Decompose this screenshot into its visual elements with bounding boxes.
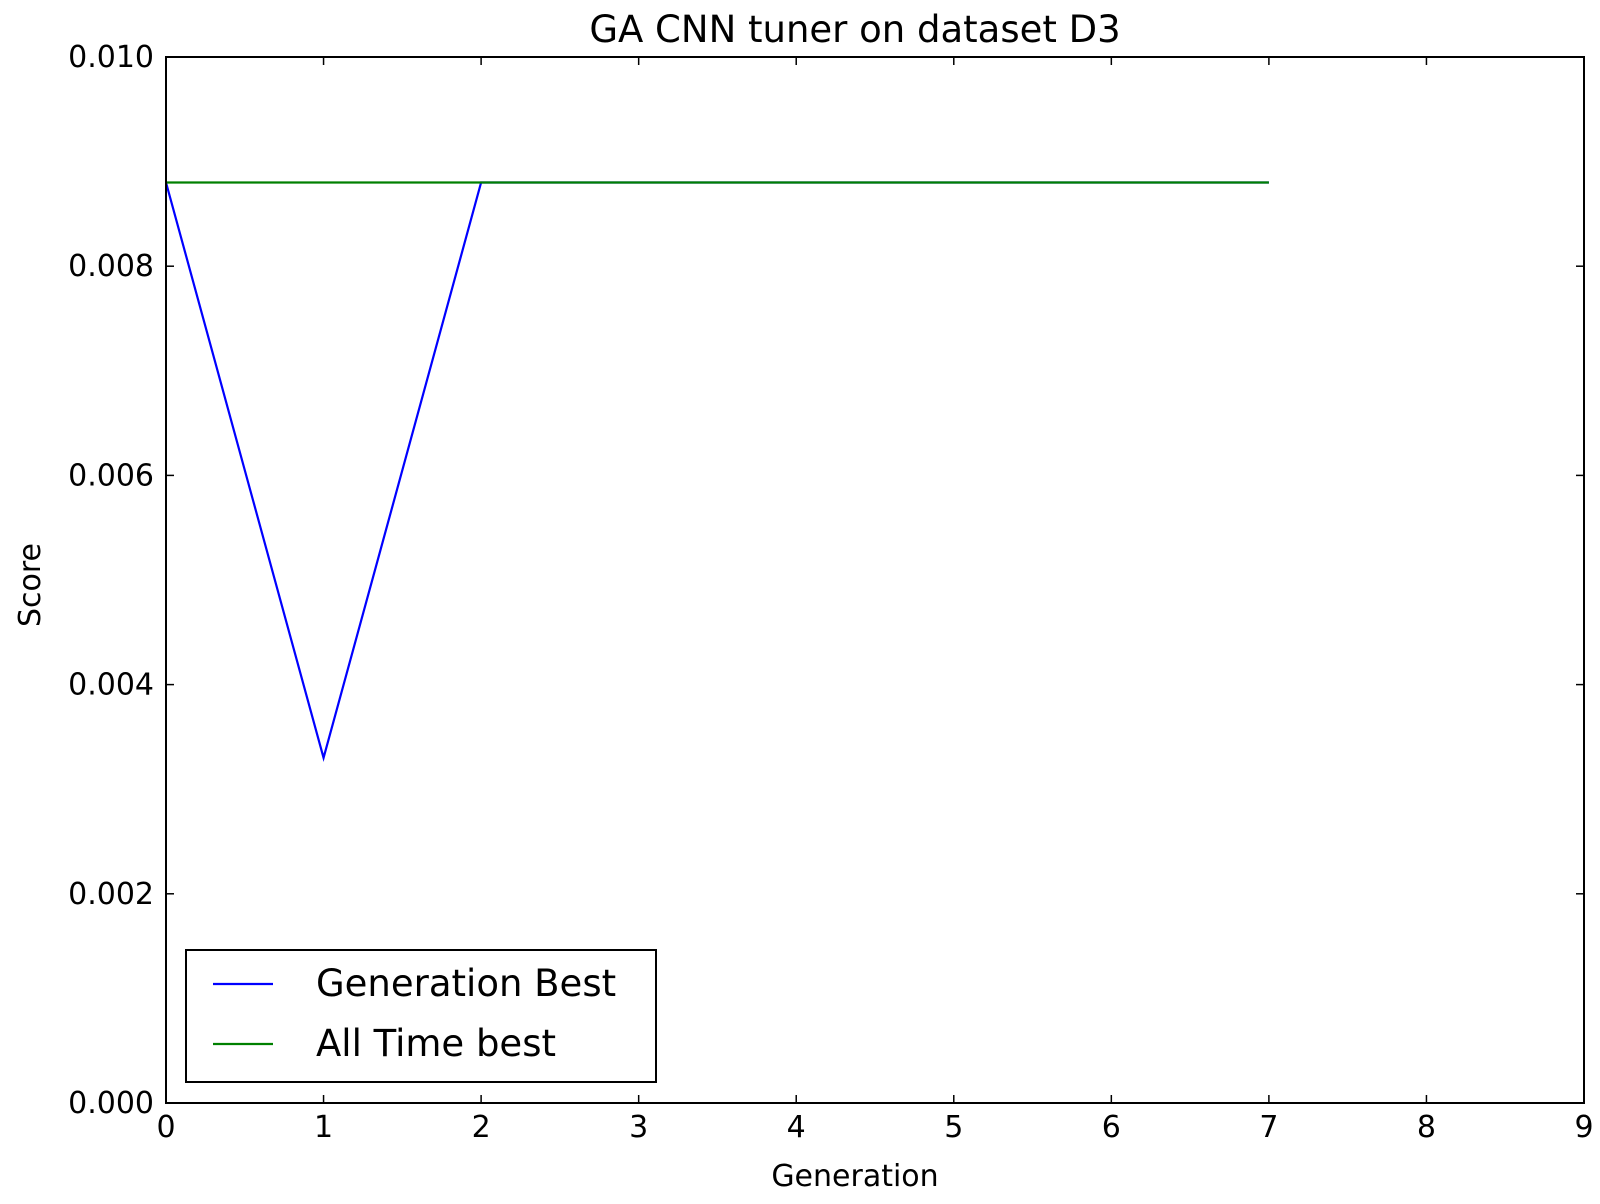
x-tick-label: 4 <box>787 1110 806 1145</box>
x-tick-label: 5 <box>944 1110 963 1145</box>
y-tick-label: 0.008 <box>68 249 154 284</box>
y-tick-label: 0.010 <box>68 40 154 75</box>
x-axis-label: Generation <box>771 1159 938 1194</box>
legend: Generation Best All Time best <box>185 949 657 1083</box>
plot-area <box>164 181 1269 762</box>
x-tick-label: 1 <box>314 1110 333 1145</box>
plot-frame <box>165 56 1585 1104</box>
x-tick-label: 7 <box>1259 1110 1278 1145</box>
y-tick-label: 0.006 <box>68 458 154 493</box>
legend-box <box>185 949 657 1083</box>
y-tick-label: 0.002 <box>68 877 154 912</box>
series-line-generation-best <box>164 181 1269 762</box>
y-tick-label: 0.004 <box>68 668 154 703</box>
x-tick-label: 9 <box>1574 1110 1593 1145</box>
chart-title: GA CNN tuner on dataset D3 <box>589 8 1120 51</box>
legend-label: All Time best <box>316 1022 556 1065</box>
legend-label: Generation Best <box>316 962 616 1005</box>
y-axis-label: Score <box>13 543 48 627</box>
x-tick-label: 2 <box>472 1110 491 1145</box>
x-tick-label: 3 <box>629 1110 648 1145</box>
x-tick-label: 8 <box>1417 1110 1436 1145</box>
x-tick-label: 0 <box>156 1110 175 1145</box>
x-tick-label: 6 <box>1102 1110 1121 1145</box>
y-tick-label: 0.000 <box>68 1086 154 1121</box>
